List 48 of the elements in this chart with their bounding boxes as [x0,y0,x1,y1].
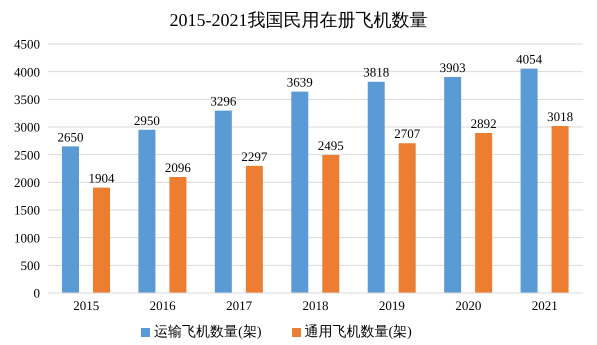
y-tick-label: 4000 [14,64,40,80]
y-tick-label: 1000 [14,230,40,246]
y-tick-label: 0 [34,286,40,301]
data-label: 2892 [470,116,497,131]
bar [520,68,538,293]
y-tick-label: 1500 [14,202,40,218]
data-label: 2950 [134,112,160,128]
bar [444,77,462,293]
x-tick-label: 2020 [455,298,482,314]
bar [552,126,569,293]
x-tick-label: 2016 [150,298,176,314]
data-label: 2650 [58,129,84,144]
bar [398,143,416,293]
data-label: 3296 [210,94,237,109]
y-tick-label: 4500 [14,36,40,52]
bar [291,92,308,293]
data-label: 3818 [363,64,390,80]
bar [93,188,110,293]
bar [214,110,232,293]
legend-label: 运输飞机数量(架) [154,325,262,340]
y-tick-label: 3500 [14,92,40,107]
bar [246,166,263,293]
data-label: 3639 [286,74,313,90]
data-label: 3903 [440,60,466,76]
data-label: 4054 [516,52,543,67]
bar [62,146,79,293]
y-tick-label: 500 [20,258,40,273]
bar [322,154,340,293]
y-tick-label: 3000 [14,120,40,135]
data-label: 3018 [547,109,574,124]
chart-title: 2015-2021我国民用在册飞机数量 [168,9,428,32]
bar [475,132,492,293]
legend-label: 通用飞机数量(架) [304,325,412,340]
data-label: 2707 [394,126,421,142]
data-label: 2495 [318,138,344,153]
x-tick-label: 2019 [378,298,405,314]
x-tick-label: 2021 [532,298,558,314]
data-label: 2096 [164,160,192,176]
data-label: 2297 [241,148,268,164]
bar [368,82,385,293]
data-label: 1904 [88,170,115,186]
x-tick-label: 2018 [302,298,328,314]
y-tick-label: 2000 [14,174,40,190]
y-tick-label: 2500 [14,147,40,162]
x-tick-label: 2017 [226,298,253,314]
bar [138,130,156,293]
x-tick-label: 2015 [73,298,100,314]
bar [169,177,186,293]
